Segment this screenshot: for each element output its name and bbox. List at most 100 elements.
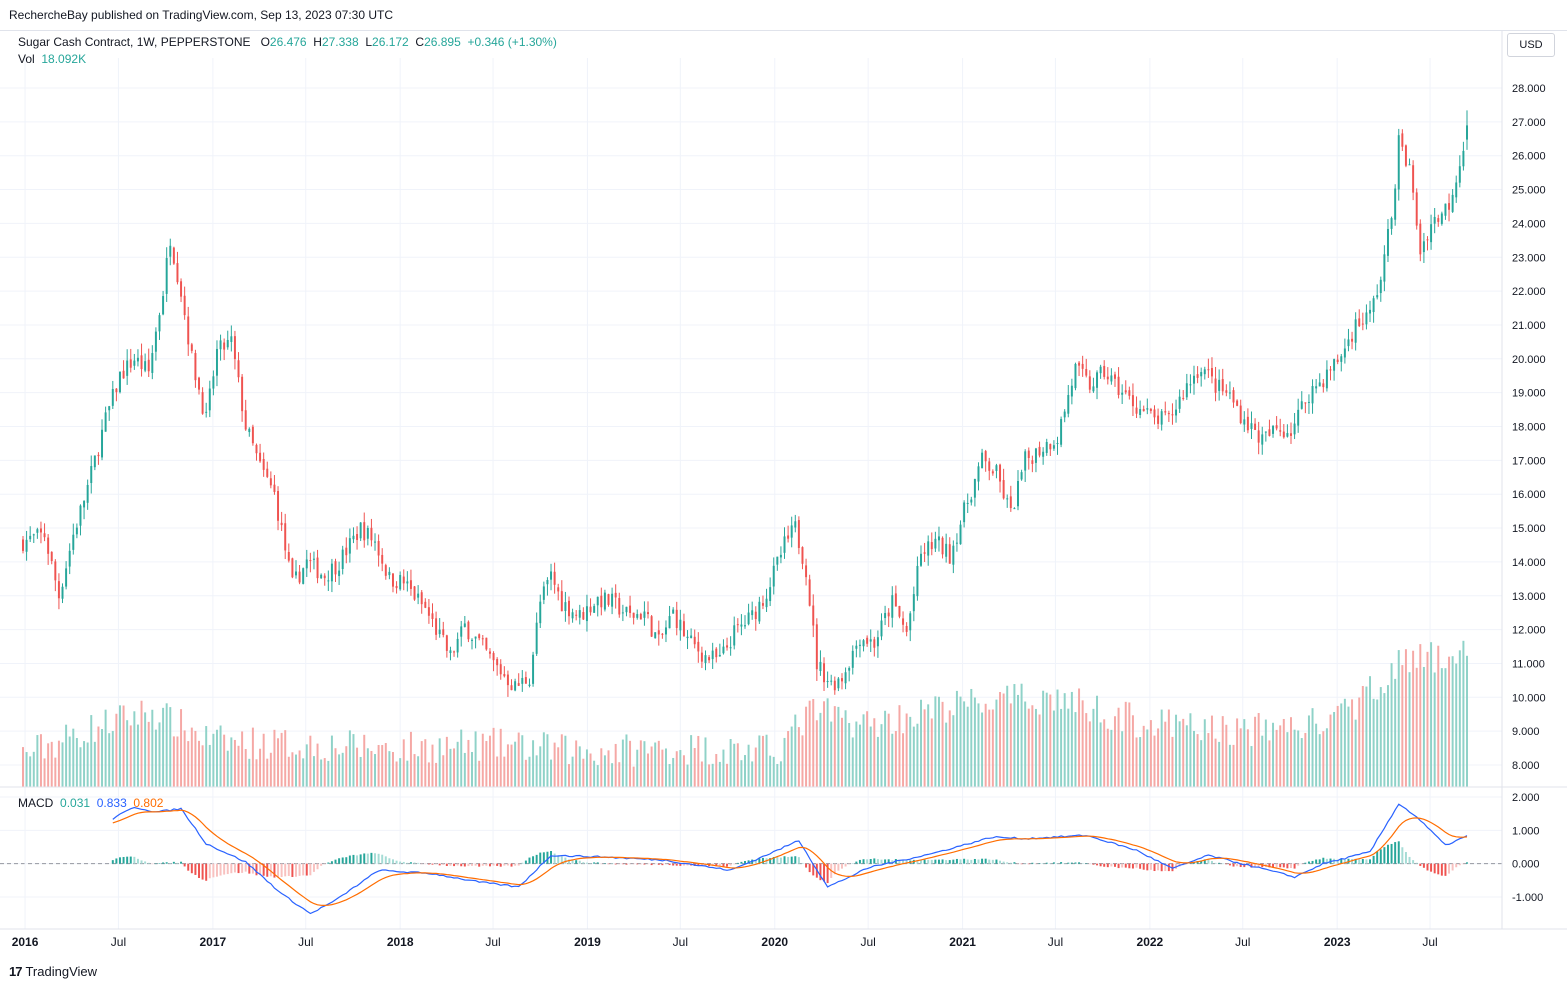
macd-hist-bar: [927, 859, 930, 864]
candle-body: [948, 544, 951, 564]
price-tick-label: 8.000: [1512, 760, 1540, 772]
candle-body: [550, 571, 553, 580]
volume-bar: [823, 701, 826, 787]
volume-bar: [632, 766, 635, 787]
macd-label[interactable]: MACD: [18, 796, 54, 810]
candle-body: [1189, 384, 1192, 386]
macd-hist-bar: [1440, 863, 1443, 876]
volume-bar: [1412, 650, 1415, 787]
volume-bar: [1275, 729, 1278, 787]
candle-body: [65, 568, 68, 587]
candle-body: [506, 674, 509, 686]
volume-bar: [970, 688, 973, 787]
macd-hist-bar: [855, 861, 858, 864]
macd-hist-bar: [1160, 863, 1163, 872]
candle-body: [1257, 430, 1260, 443]
candle-body: [97, 454, 100, 457]
volume-label[interactable]: Vol: [18, 52, 35, 66]
candle-body: [370, 527, 373, 541]
candle-body: [381, 554, 384, 564]
tradingview-footer[interactable]: 17 TradingView: [9, 964, 97, 979]
volume-bar: [1261, 735, 1264, 787]
time-tick-label: Jul: [673, 935, 688, 949]
candle-body: [772, 565, 775, 587]
close-label: C: [415, 35, 425, 49]
macd-hist-bar: [625, 863, 628, 865]
candle-body: [1017, 481, 1019, 507]
macd-hist-bar: [568, 859, 570, 864]
candle-body: [1272, 425, 1275, 434]
macd-hist-bar: [840, 863, 843, 869]
volume-bar: [1279, 725, 1282, 787]
volume-bar: [1171, 736, 1174, 787]
macd-hist-bar: [614, 863, 617, 865]
macd-hist-bar: [485, 863, 488, 866]
volume-bar: [456, 741, 459, 787]
volume-bar: [963, 701, 966, 787]
candle-body: [664, 627, 667, 635]
candle-body: [1113, 374, 1116, 379]
candle-body: [722, 646, 725, 654]
volume-bar: [1045, 692, 1048, 787]
macd-hist-bar: [370, 852, 373, 864]
macd-hist-bar: [884, 859, 887, 864]
volume-bar: [629, 740, 632, 787]
volume-bar: [402, 739, 405, 787]
volume-bar: [1078, 688, 1081, 787]
macd-hist-bar: [1171, 863, 1174, 872]
candle-body: [517, 683, 520, 686]
volume-legend: Vol 18.092K: [18, 52, 86, 66]
macd-hist-bar: [1009, 862, 1012, 864]
candle-body: [251, 426, 254, 444]
volume-bar: [718, 761, 721, 787]
candle-body: [345, 547, 348, 556]
candle-body: [1304, 402, 1307, 404]
time-tick-label: Jul: [485, 935, 500, 949]
macd-hist-bar: [154, 863, 157, 865]
volume-bar: [955, 690, 958, 787]
candle-body: [704, 655, 707, 663]
macd-hist-bar: [1013, 862, 1016, 864]
volume-bar: [79, 747, 82, 787]
candle-body: [1376, 295, 1379, 298]
macd-hist-bar: [1139, 863, 1142, 869]
candle-body: [391, 573, 394, 587]
time-tick-label: 2016: [12, 935, 39, 949]
volume-bar: [1322, 731, 1325, 787]
tradingview-brand: TradingView: [25, 964, 98, 979]
candle-body: [384, 565, 387, 576]
volume-bar: [1103, 719, 1106, 787]
volume-bar: [1042, 690, 1045, 787]
volume-bar: [424, 739, 427, 787]
volume-bar: [1444, 668, 1447, 787]
macd-hist-bar: [259, 863, 262, 876]
candle-body: [187, 316, 190, 345]
candle-body: [679, 619, 682, 631]
macd-hist-bar: [277, 863, 280, 878]
volume-bar: [1286, 732, 1289, 787]
candle-body: [205, 411, 208, 413]
candle-body: [39, 528, 42, 533]
macd-hist-bar: [198, 863, 200, 878]
volume-bar: [902, 733, 905, 787]
volume-bar: [1462, 640, 1465, 787]
volume-bar: [57, 740, 60, 787]
macd-hist-bar: [697, 863, 700, 866]
volume-bar: [535, 755, 538, 787]
candle-body: [1369, 309, 1372, 314]
volume-bar: [1167, 709, 1170, 787]
macd-hist-bar: [1113, 863, 1116, 867]
price-tick-label: 19.000: [1512, 388, 1546, 400]
price-tick-label: 17.000: [1512, 455, 1546, 467]
candle-body: [334, 561, 337, 575]
candle-body: [377, 541, 380, 556]
macd-hist-bar: [1092, 863, 1095, 865]
currency-button[interactable]: USD: [1507, 33, 1555, 57]
candle-body: [690, 635, 693, 639]
macd-hist-bar: [345, 857, 348, 864]
volume-bar: [169, 707, 172, 787]
macd-hist-bar: [1394, 842, 1397, 864]
symbol-name[interactable]: Sugar Cash Contract, 1W, PEPPERSTONE: [18, 35, 251, 49]
volume-bar: [894, 731, 897, 787]
